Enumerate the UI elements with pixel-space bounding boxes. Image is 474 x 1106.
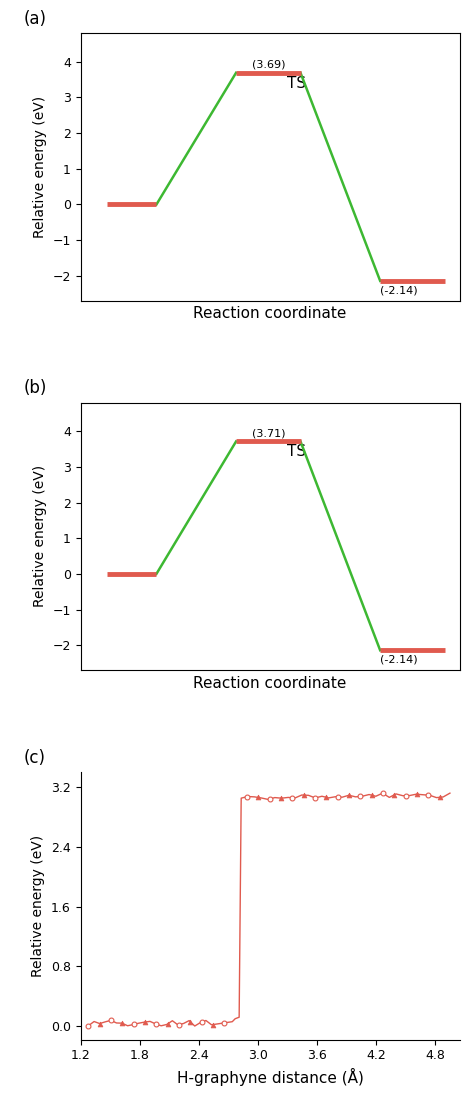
Text: (-2.14): (-2.14) [380, 285, 418, 295]
X-axis label: H-graphyne distance (Å): H-graphyne distance (Å) [177, 1068, 364, 1086]
X-axis label: Reaction coordinate: Reaction coordinate [193, 676, 347, 691]
Text: (c): (c) [24, 749, 46, 766]
Text: (-2.14): (-2.14) [380, 655, 418, 665]
X-axis label: Reaction coordinate: Reaction coordinate [193, 306, 347, 322]
Text: (3.71): (3.71) [252, 429, 285, 439]
Text: TS: TS [287, 75, 306, 91]
Text: (a): (a) [24, 10, 47, 28]
Y-axis label: Relative energy (eV): Relative energy (eV) [31, 835, 46, 977]
Y-axis label: Relative energy (eV): Relative energy (eV) [33, 466, 47, 607]
Text: (b): (b) [24, 379, 47, 397]
Y-axis label: Relative energy (eV): Relative energy (eV) [33, 96, 47, 238]
Text: (3.69): (3.69) [252, 60, 285, 70]
Text: TS: TS [287, 445, 306, 459]
